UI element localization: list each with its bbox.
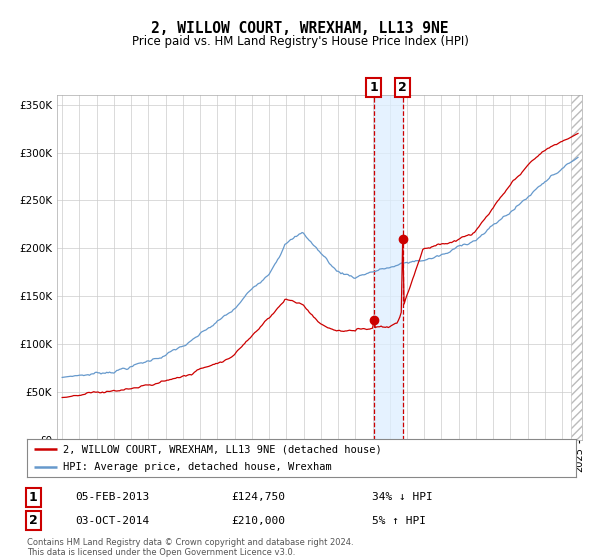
Text: 1: 1: [29, 491, 37, 504]
Text: 03-OCT-2014: 03-OCT-2014: [75, 516, 149, 526]
Text: HPI: Average price, detached house, Wrexham: HPI: Average price, detached house, Wrex…: [62, 462, 331, 472]
Text: Price paid vs. HM Land Registry's House Price Index (HPI): Price paid vs. HM Land Registry's House …: [131, 35, 469, 48]
Text: 2, WILLOW COURT, WREXHAM, LL13 9NE: 2, WILLOW COURT, WREXHAM, LL13 9NE: [151, 21, 449, 36]
Text: 2, WILLOW COURT, WREXHAM, LL13 9NE (detached house): 2, WILLOW COURT, WREXHAM, LL13 9NE (deta…: [62, 444, 382, 454]
Text: 1: 1: [370, 81, 379, 94]
Text: 2: 2: [29, 514, 37, 528]
Text: £124,750: £124,750: [231, 492, 285, 502]
Text: 05-FEB-2013: 05-FEB-2013: [75, 492, 149, 502]
Text: 2: 2: [398, 81, 407, 94]
Text: £210,000: £210,000: [231, 516, 285, 526]
Text: Contains HM Land Registry data © Crown copyright and database right 2024.
This d: Contains HM Land Registry data © Crown c…: [27, 538, 353, 557]
Bar: [374, 95, 403, 440]
Text: 5% ↑ HPI: 5% ↑ HPI: [372, 516, 426, 526]
Text: 34% ↓ HPI: 34% ↓ HPI: [372, 492, 433, 502]
